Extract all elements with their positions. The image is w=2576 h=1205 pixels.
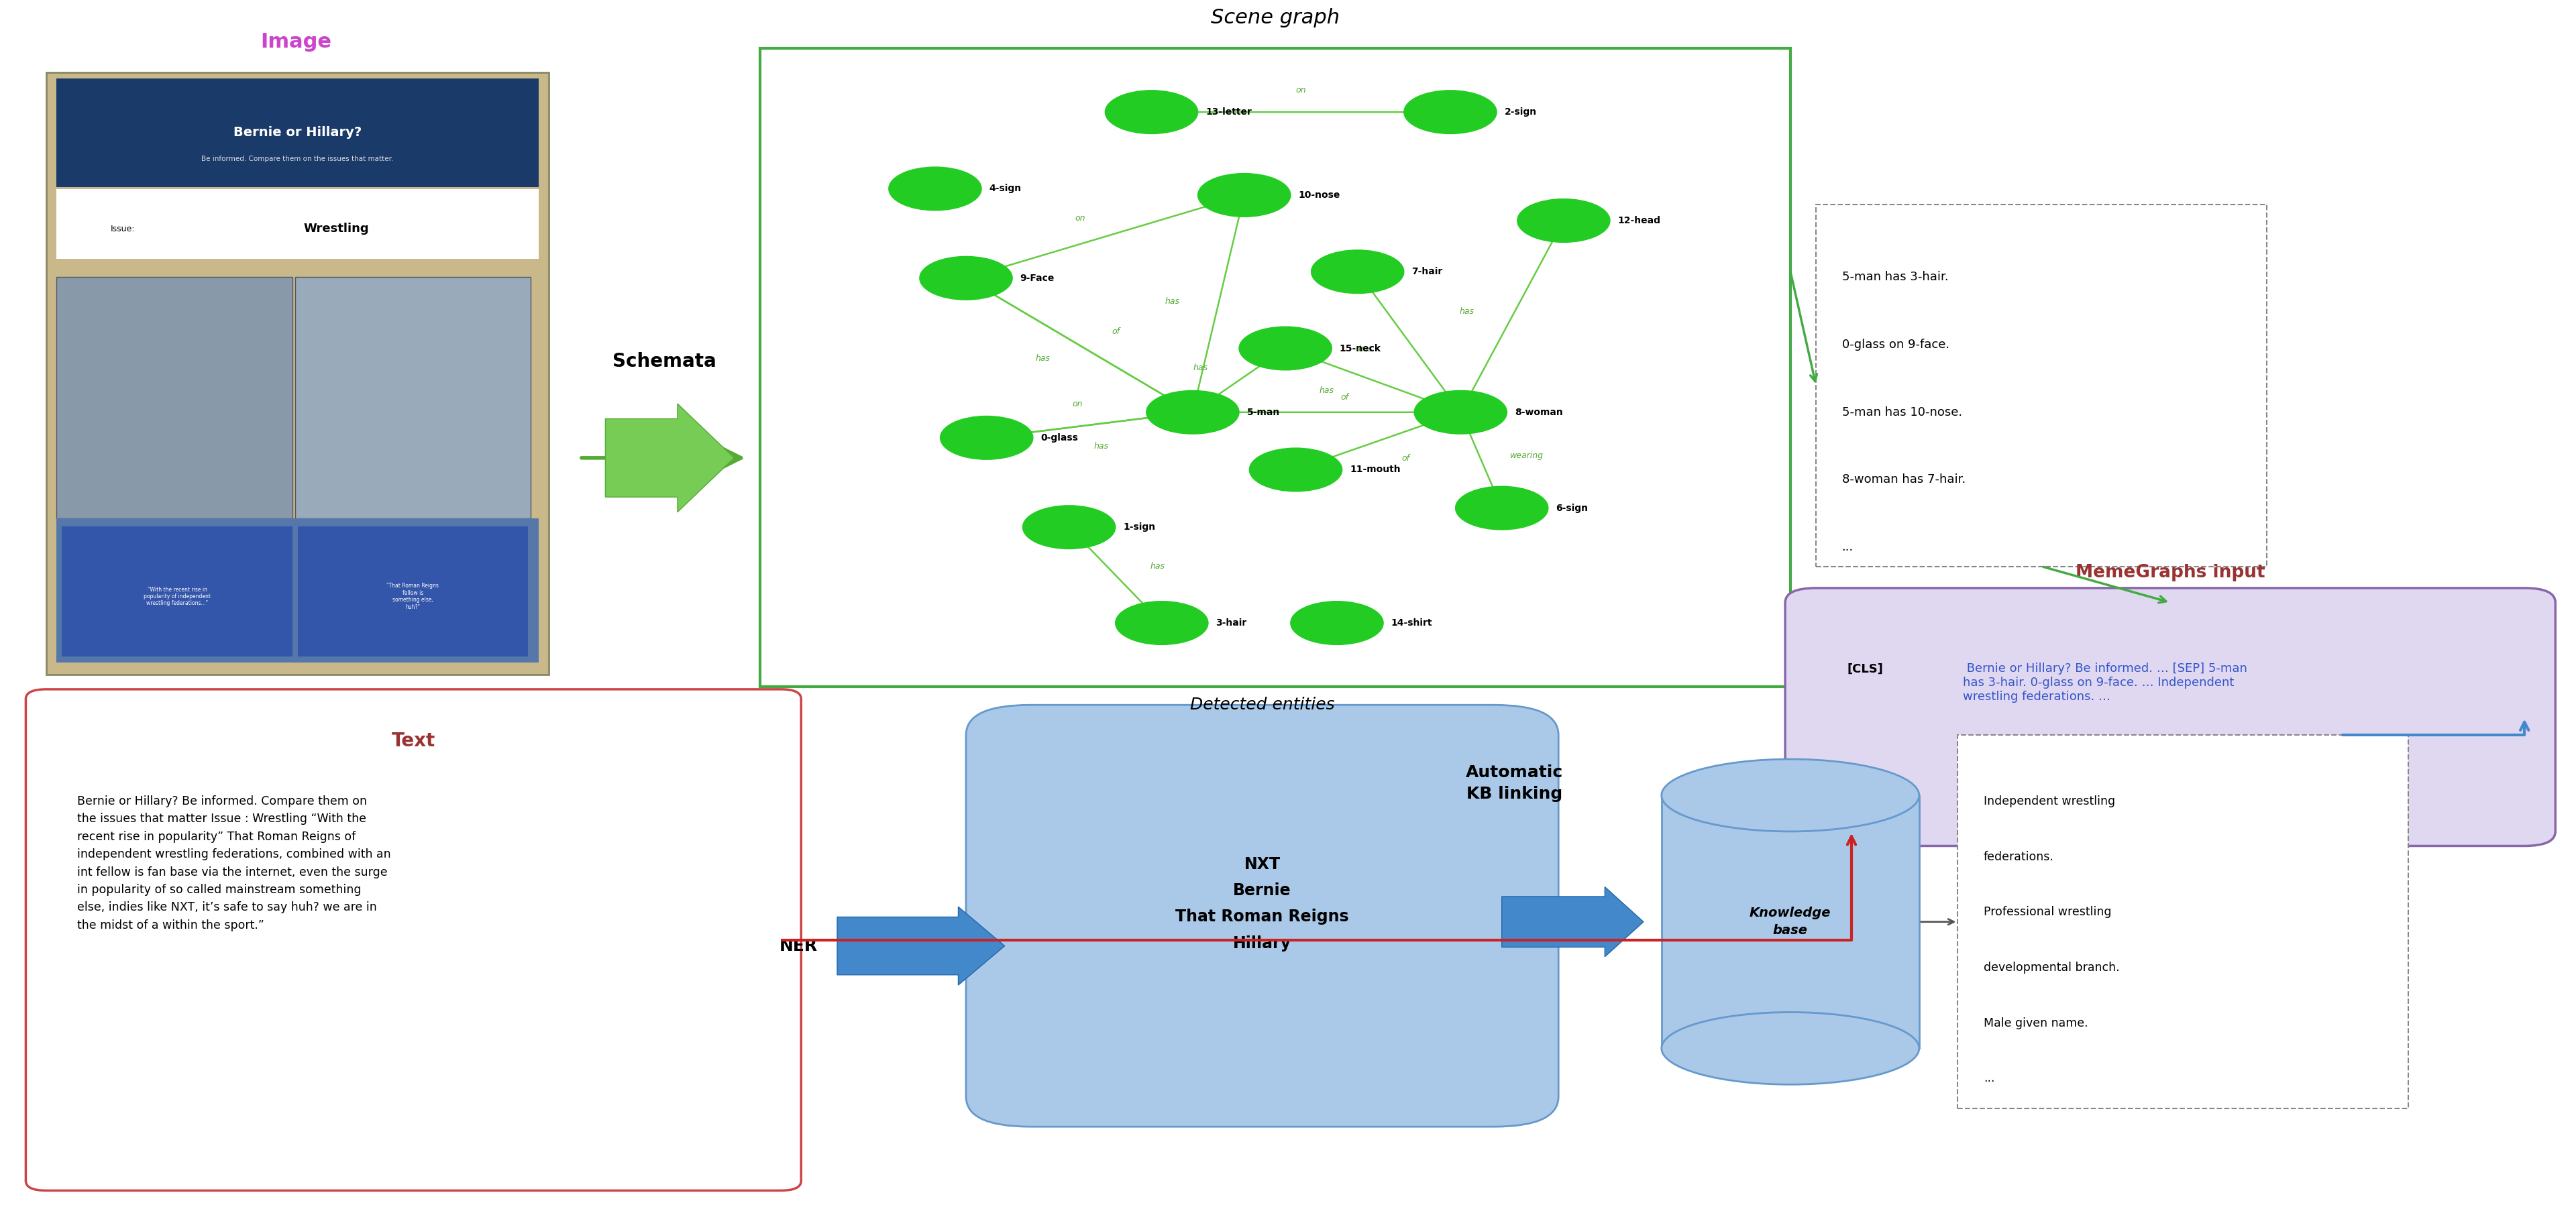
Text: of: of bbox=[1340, 393, 1347, 401]
Text: 13-letter: 13-letter bbox=[1206, 107, 1252, 117]
Bar bbox=[1816, 205, 2267, 566]
Text: on: on bbox=[1296, 86, 1306, 95]
Bar bbox=[46, 72, 549, 675]
Text: Professional wrestling: Professional wrestling bbox=[1984, 906, 2112, 918]
Text: 2-sign: 2-sign bbox=[1504, 107, 1538, 117]
Circle shape bbox=[1414, 390, 1507, 434]
Bar bbox=[1958, 735, 2409, 1109]
Text: federations.: federations. bbox=[1984, 851, 2053, 863]
Text: has: has bbox=[1461, 307, 1473, 316]
Text: Bernie or Hillary? Be informed. … [SEP] 5-man
has 3-hair. 0-glass on 9-face. … I: Bernie or Hillary? Be informed. … [SEP] … bbox=[1963, 663, 2246, 703]
Text: 15-neck: 15-neck bbox=[1340, 343, 1381, 353]
Circle shape bbox=[1249, 448, 1342, 492]
Text: has: has bbox=[1193, 364, 1208, 372]
Text: has: has bbox=[1319, 386, 1334, 395]
Circle shape bbox=[1311, 251, 1404, 294]
Text: 7-hair: 7-hair bbox=[1412, 268, 1443, 276]
Circle shape bbox=[1517, 199, 1610, 242]
Text: has: has bbox=[1358, 345, 1373, 353]
Text: on: on bbox=[1074, 214, 1084, 223]
Circle shape bbox=[1105, 90, 1198, 134]
Text: Independent wrestling: Independent wrestling bbox=[1984, 795, 2115, 807]
Bar bbox=[62, 527, 294, 657]
Circle shape bbox=[889, 167, 981, 211]
Bar bbox=[57, 78, 538, 187]
Text: 3-hair: 3-hair bbox=[1216, 618, 1247, 628]
Text: NXT
Bernie
That Roman Reigns
Hillary: NXT Bernie That Roman Reigns Hillary bbox=[1175, 857, 1350, 951]
Text: 0-glass: 0-glass bbox=[1041, 433, 1079, 442]
Text: 10-nose: 10-nose bbox=[1298, 190, 1340, 200]
Bar bbox=[294, 277, 531, 518]
Text: 0-glass on 9-face.: 0-glass on 9-face. bbox=[1842, 339, 1950, 351]
Text: 6-sign: 6-sign bbox=[1556, 504, 1587, 512]
FancyArrow shape bbox=[605, 404, 734, 512]
Circle shape bbox=[1455, 487, 1548, 530]
Text: Image: Image bbox=[260, 33, 332, 52]
Text: ...: ... bbox=[1842, 541, 1852, 553]
FancyArrow shape bbox=[837, 906, 1005, 986]
Circle shape bbox=[1198, 174, 1291, 217]
Text: Scene graph: Scene graph bbox=[1211, 8, 1340, 28]
Text: 14-shirt: 14-shirt bbox=[1391, 618, 1432, 628]
Circle shape bbox=[1023, 506, 1115, 549]
Text: Wrestling: Wrestling bbox=[304, 223, 368, 235]
Text: 8-woman: 8-woman bbox=[1515, 407, 1564, 417]
Text: has: has bbox=[1095, 441, 1108, 451]
Circle shape bbox=[1291, 601, 1383, 645]
Text: 11-mouth: 11-mouth bbox=[1350, 465, 1401, 475]
Text: MemeGraphs input: MemeGraphs input bbox=[2076, 564, 2264, 581]
Text: 5-man has 10-nose.: 5-man has 10-nose. bbox=[1842, 406, 1963, 418]
Circle shape bbox=[1404, 90, 1497, 134]
Text: of: of bbox=[1113, 328, 1121, 336]
Text: Detected entities: Detected entities bbox=[1190, 696, 1334, 713]
Ellipse shape bbox=[1662, 759, 1919, 831]
Text: Schemata: Schemata bbox=[613, 352, 716, 371]
Text: has: has bbox=[1164, 296, 1180, 306]
Text: 12-head: 12-head bbox=[1618, 216, 1662, 225]
Text: ...: ... bbox=[1984, 1072, 1994, 1084]
Bar bbox=[57, 277, 294, 518]
Circle shape bbox=[1146, 390, 1239, 434]
Text: [CLS]: [CLS] bbox=[1847, 663, 1883, 675]
Text: of: of bbox=[1401, 454, 1409, 463]
Ellipse shape bbox=[1662, 1012, 1919, 1085]
FancyBboxPatch shape bbox=[1785, 588, 2555, 846]
Bar bbox=[296, 527, 528, 657]
Text: Knowledge
base: Knowledge base bbox=[1749, 906, 1832, 937]
Text: has: has bbox=[1036, 354, 1051, 363]
Text: Text: Text bbox=[392, 731, 435, 751]
Text: 5-man: 5-man bbox=[1247, 407, 1280, 417]
Bar bbox=[57, 189, 538, 259]
FancyBboxPatch shape bbox=[26, 689, 801, 1191]
Text: Issue:: Issue: bbox=[111, 224, 137, 234]
Text: 1-sign: 1-sign bbox=[1123, 523, 1157, 531]
Text: 8-woman has 7-hair.: 8-woman has 7-hair. bbox=[1842, 474, 1965, 486]
Text: "With the recent rise in
popularity of independent
wrestling federations...": "With the recent rise in popularity of i… bbox=[144, 587, 211, 606]
Text: on: on bbox=[1072, 400, 1082, 408]
Text: has: has bbox=[1151, 562, 1164, 570]
Text: Automatic
KB linking: Automatic KB linking bbox=[1466, 765, 1564, 801]
Bar bbox=[760, 48, 1790, 687]
Bar bbox=[57, 518, 538, 663]
Text: wearing: wearing bbox=[1510, 452, 1543, 460]
Text: developmental branch.: developmental branch. bbox=[1984, 962, 2120, 974]
Text: 4-sign: 4-sign bbox=[989, 184, 1023, 193]
Text: 5-man has 3-hair.: 5-man has 3-hair. bbox=[1842, 271, 1947, 283]
Text: "That Roman Reigns
fellow is
something else,
huh?": "That Roman Reigns fellow is something e… bbox=[386, 583, 438, 610]
Text: NER: NER bbox=[781, 937, 817, 954]
Text: Male given name.: Male given name. bbox=[1984, 1017, 2089, 1029]
Circle shape bbox=[1239, 327, 1332, 370]
Text: 9-Face: 9-Face bbox=[1020, 274, 1054, 283]
Circle shape bbox=[920, 257, 1012, 300]
FancyArrow shape bbox=[1502, 887, 1643, 957]
Text: Bernie or Hillary?: Bernie or Hillary? bbox=[234, 127, 361, 139]
Circle shape bbox=[1115, 601, 1208, 645]
Text: Be informed. Compare them on the issues that matter.: Be informed. Compare them on the issues … bbox=[201, 155, 394, 163]
Bar bbox=[1662, 795, 1919, 1048]
Circle shape bbox=[940, 416, 1033, 459]
Text: Bernie or Hillary? Be informed. Compare them on
the issues that matter Issue : W: Bernie or Hillary? Be informed. Compare … bbox=[77, 795, 392, 931]
FancyBboxPatch shape bbox=[966, 705, 1558, 1127]
